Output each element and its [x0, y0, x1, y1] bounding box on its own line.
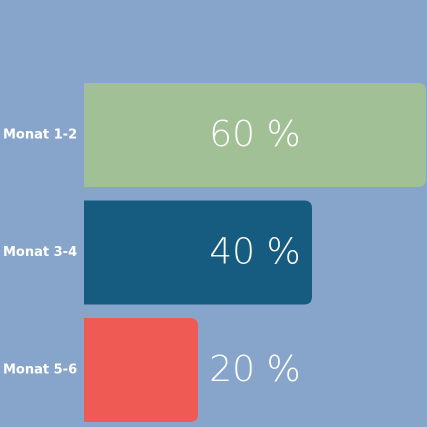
- category-label: Monat 5-6: [3, 363, 77, 378]
- bar: [84, 318, 198, 422]
- bar: [84, 83, 426, 187]
- bar: [84, 200, 312, 305]
- value-label: 60 %: [209, 114, 300, 155]
- category-label: Monat 1-2: [3, 128, 77, 143]
- value-label: 20 %: [209, 349, 300, 390]
- category-label: Monat 3-4: [3, 245, 77, 260]
- value-label: 40 %: [209, 232, 300, 273]
